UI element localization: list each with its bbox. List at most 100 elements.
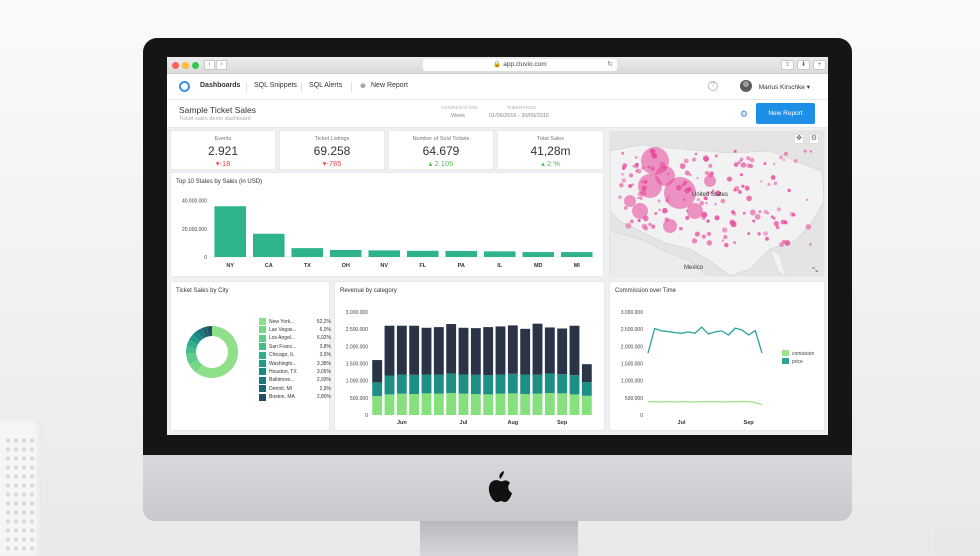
legend-label: comission xyxy=(792,351,814,357)
city-dot xyxy=(651,153,655,156)
legend-swatch xyxy=(259,334,266,342)
app-navbar: Dashboards SQL Snippets SQL Alerts ⊕ New… xyxy=(167,74,828,100)
legend-swatch xyxy=(259,360,266,367)
stacked-bar-segment xyxy=(433,393,444,415)
nav-sql-alerts[interactable]: SQL Alerts xyxy=(309,82,343,89)
city-dot xyxy=(621,173,624,176)
nav-divider xyxy=(351,82,352,92)
downloads-icon[interactable]: ⬇ xyxy=(797,60,810,70)
city-dot xyxy=(708,172,714,178)
kpi-card-total-sales[interactable]: Total Sales 41,28m ▴ 2 % xyxy=(497,130,604,170)
stacked-bar-segment xyxy=(544,327,555,374)
legend-label: San Franc... xyxy=(269,343,297,350)
kpi-delta: ▾-785 xyxy=(280,159,384,168)
legend-item[interactable]: Detroit, MI 2,9% xyxy=(259,385,331,393)
nav-new-report[interactable]: New Report xyxy=(371,82,408,89)
stacked-bar-segment xyxy=(581,395,592,415)
city-dot xyxy=(642,215,649,222)
legend-item[interactable]: New York... 52,2% xyxy=(259,318,331,325)
legend-label: New York... xyxy=(269,318,295,325)
kpi-card-ticket-listings[interactable]: Ticket Listings 69.258 ▾-785 xyxy=(279,130,385,170)
legend-item[interactable]: Los Angel... 6,02% xyxy=(259,334,331,342)
city-dot xyxy=(714,154,718,158)
city-dot xyxy=(726,176,733,182)
kpi-delta-value: 2.105 xyxy=(434,159,454,168)
legend-label: Chicago, IL xyxy=(269,352,295,359)
y-tick-label: 0 xyxy=(365,413,368,419)
city-dot xyxy=(683,158,689,164)
chevron-down-icon: ▾ xyxy=(806,84,810,91)
nav-dashboards[interactable]: Dashboards xyxy=(200,82,241,89)
new-report-button[interactable]: New Report xyxy=(756,103,815,124)
resize-icon[interactable]: ⤡ xyxy=(812,267,818,274)
pen-cup-pattern xyxy=(4,436,38,554)
donut-slice xyxy=(186,352,198,365)
user-avatar[interactable] xyxy=(740,80,752,92)
stacked-bar-segment xyxy=(532,374,543,394)
help-icon[interactable]: ? xyxy=(708,81,718,91)
forward-icon[interactable]: › xyxy=(216,60,227,70)
y-tick-label: 2.000.000 xyxy=(621,344,643,350)
new-tab-icon[interactable]: + xyxy=(813,60,826,70)
legend-item[interactable]: San Franc... 3,8% xyxy=(259,343,331,351)
city-sales-donut xyxy=(186,326,238,378)
city-dot xyxy=(664,217,670,222)
kpi-value: 2.921 xyxy=(207,144,239,158)
kpi-card-events[interactable]: Events 2.921 ▾-18 xyxy=(170,130,276,170)
stacked-bar-segment xyxy=(581,382,592,396)
address-bar[interactable]: 🔒 app.cluvio.com ↻ xyxy=(423,59,617,71)
city-dot xyxy=(752,219,756,223)
legend-item[interactable]: Washingto... 3,38% xyxy=(259,360,331,367)
city-dot xyxy=(694,152,698,156)
nav-sql-snippets[interactable]: SQL Snippets xyxy=(254,82,297,89)
gear-icon[interactable]: ⚙ xyxy=(809,134,819,144)
drag-icon[interactable]: ✥ xyxy=(794,134,804,144)
stacked-bar-segment xyxy=(372,382,383,397)
minimize-window-button[interactable] xyxy=(182,62,189,69)
plus-icon[interactable]: ⊕ xyxy=(360,83,366,90)
city-dot xyxy=(744,185,750,191)
city-dot xyxy=(678,226,683,231)
series-line xyxy=(647,326,763,354)
city-dot xyxy=(789,211,795,217)
kpi-title: Ticket Listings xyxy=(314,136,350,142)
stacked-bar-segment xyxy=(446,393,457,415)
reload-icon[interactable]: ↻ xyxy=(607,61,613,68)
back-icon[interactable]: ‹ xyxy=(204,60,215,70)
monitor-stand xyxy=(420,521,578,556)
sales-map[interactable] xyxy=(610,131,825,277)
legend-value: 52,2% xyxy=(316,318,331,325)
city-dot xyxy=(641,185,647,191)
share-icon[interactable]: ⇪ xyxy=(781,60,794,70)
user-menu[interactable]: Marius Kirschke ▾ xyxy=(759,83,810,91)
dashboard-header: Sample Ticket Sales Ticket sales demo da… xyxy=(167,100,828,128)
kpi-card-sold-tickets[interactable]: Number of Sold Tickets 64.679 ▴ 2.105 xyxy=(388,130,494,170)
legend-item[interactable]: Houston, TX 3,05% xyxy=(259,368,331,376)
stacked-bar-segment xyxy=(421,374,432,394)
city-dot xyxy=(703,156,709,162)
stacked-bar-segment xyxy=(421,327,432,375)
arrow-up-icon: ▴ xyxy=(428,159,433,168)
city-dot xyxy=(648,222,652,227)
legend-item[interactable]: Las Vegas... 6,0% xyxy=(259,326,331,334)
city-dot xyxy=(770,215,774,219)
timerange-picker[interactable]: 01/06/2016 - 30/09/2016 xyxy=(489,113,549,119)
legend-item[interactable]: Boston, MA 2,80% xyxy=(259,393,331,401)
zoom-window-button[interactable] xyxy=(192,62,199,69)
city-dot xyxy=(701,211,708,218)
donut-slice xyxy=(189,359,203,373)
aggregation-select[interactable]: Week xyxy=(451,113,465,119)
cluvio-logo-icon[interactable] xyxy=(179,81,190,92)
stacked-bar-segment xyxy=(409,374,420,395)
legend-label: Houston, TX xyxy=(269,368,297,375)
y-tick-label: 1.000.000 xyxy=(621,379,643,385)
dashboard-settings-icon[interactable]: ⚙ xyxy=(739,109,748,119)
legend-item[interactable]: Baltimore... 2,93% xyxy=(259,376,331,384)
legend-item[interactable]: Chicago, IL 3,6% xyxy=(259,351,331,359)
legend-label: Washingto... xyxy=(269,360,297,367)
city-dot xyxy=(758,210,762,214)
heat-cluster xyxy=(655,166,675,186)
city-dot xyxy=(793,159,798,163)
close-window-button[interactable] xyxy=(172,62,179,69)
donut-slice xyxy=(201,326,209,338)
